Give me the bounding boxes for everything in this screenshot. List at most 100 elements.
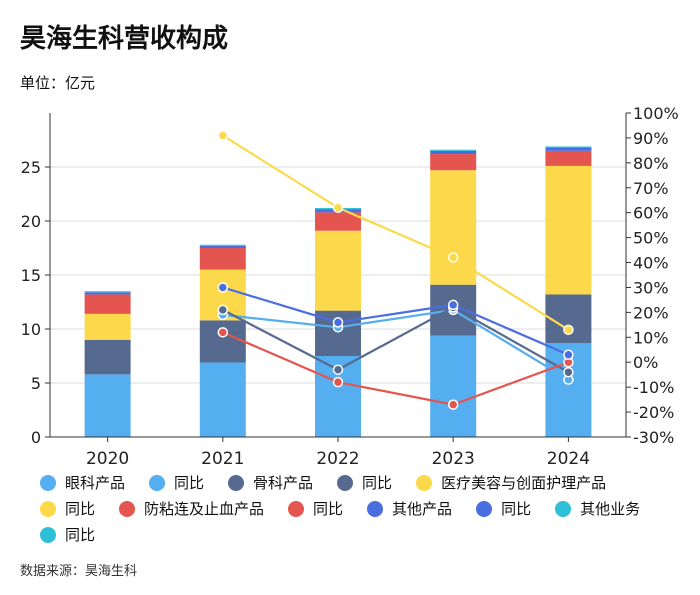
bar-segment bbox=[315, 212, 361, 231]
legend-swatch bbox=[416, 475, 433, 491]
yoy-point bbox=[447, 399, 459, 410]
y-right-tick-label: -20% bbox=[633, 403, 674, 422]
legend-swatch bbox=[149, 475, 166, 491]
bar-segment bbox=[84, 339, 131, 375]
legend-swatch bbox=[119, 501, 136, 517]
legend-label: 同比 bbox=[501, 500, 532, 518]
bar-segment bbox=[545, 165, 592, 295]
bar-segment bbox=[545, 150, 592, 166]
bar-segment bbox=[84, 374, 131, 437]
yoy-point bbox=[217, 304, 229, 316]
y-right-tick-label: 60% bbox=[633, 204, 669, 223]
legend-item: 其他产品 bbox=[367, 496, 452, 522]
y-left-tick-label: 10 bbox=[21, 320, 41, 339]
legend-label: 其他产品 bbox=[392, 500, 453, 518]
y-right-tick-label: 0% bbox=[633, 353, 658, 372]
bar-segment bbox=[84, 292, 131, 295]
legend-label: 同比 bbox=[362, 474, 393, 492]
legend-swatch bbox=[40, 501, 56, 517]
legend-item: 医疗美容与创面护理产品 bbox=[416, 470, 606, 496]
legend-swatch bbox=[40, 475, 56, 491]
yoy-point bbox=[563, 349, 574, 361]
legend-label: 骨科产品 bbox=[253, 474, 314, 492]
legend-swatch bbox=[476, 501, 493, 517]
y-right-tick-label: 90% bbox=[633, 129, 669, 148]
stacked-bars bbox=[84, 146, 592, 437]
legend-item: 防粘连及止血产品 bbox=[119, 496, 264, 522]
y-right-tick-label: 10% bbox=[633, 328, 669, 347]
yoy-point bbox=[563, 324, 574, 336]
y-right-tick-label: 20% bbox=[633, 303, 669, 322]
legend-label: 其他业务 bbox=[580, 500, 641, 518]
yoy-point bbox=[217, 282, 229, 293]
revenue-composition-chart: 0 5 10 15 20 25 -30% -20% -10% 0% 10% 20% 30% 40% 50% 6… bbox=[21, 104, 679, 469]
bar-segment bbox=[84, 313, 131, 340]
yoy-line bbox=[222, 306, 569, 374]
legend-swatch bbox=[40, 527, 56, 543]
axes: 0 5 10 15 20 25 -30% -20% -10% 0% 10% 20% 30% 40% 50% 6… bbox=[21, 104, 679, 469]
yoy-point bbox=[563, 366, 574, 378]
yoy-point bbox=[332, 202, 344, 213]
legend-label: 防粘连及止血产品 bbox=[144, 500, 265, 518]
y-right-tick-label: -10% bbox=[633, 378, 674, 397]
source-note: 数据来源：昊海生科 bbox=[20, 564, 138, 579]
yoy-point bbox=[332, 317, 344, 328]
unit-label: 单位：亿元 bbox=[20, 74, 96, 92]
yoy-point bbox=[332, 364, 344, 375]
legend-item: 骨科产品 bbox=[228, 470, 313, 496]
bar-segment bbox=[430, 149, 477, 151]
x-tick-label: 2023 bbox=[432, 449, 475, 469]
chart-title: 昊海生科营收构成 bbox=[20, 24, 229, 54]
yoy-point bbox=[217, 327, 229, 338]
yoy-point bbox=[332, 376, 344, 388]
legend-item: 其他业务 bbox=[555, 496, 640, 522]
legend-item: 同比 bbox=[149, 470, 204, 496]
bar-segment bbox=[430, 154, 477, 171]
bar-segment bbox=[199, 362, 246, 437]
legend-label: 同比 bbox=[174, 474, 205, 492]
yoy-point bbox=[217, 130, 229, 141]
x-tick-label: 2021 bbox=[201, 449, 244, 469]
yoy-point bbox=[447, 252, 459, 263]
legend-swatch bbox=[555, 501, 572, 517]
y-left-tick-label: 0 bbox=[31, 428, 41, 447]
yoy-line bbox=[222, 308, 569, 381]
yoy-lines bbox=[217, 130, 574, 410]
y-right-tick-label: 30% bbox=[633, 278, 669, 297]
y-left-tick-label: 15 bbox=[21, 266, 41, 285]
y-right-tick-label: -30% bbox=[633, 428, 674, 447]
legend: 眼科产品 同比 骨科产品 同比 医疗美容与创面护理产品 同比 防粘连及止血产品 同比 其他产品同… bbox=[40, 470, 680, 548]
y-right-tick-label: 50% bbox=[633, 229, 669, 248]
yoy-line bbox=[222, 134, 569, 331]
legend-swatch bbox=[367, 501, 384, 517]
legend-swatch bbox=[228, 475, 245, 491]
bar-segment bbox=[315, 230, 361, 311]
yoy-point bbox=[447, 299, 459, 311]
yoy-line bbox=[222, 286, 569, 356]
yoy-line bbox=[222, 331, 569, 406]
bar-segment bbox=[430, 150, 477, 155]
bar-segment bbox=[199, 248, 246, 270]
legend-label: 同比 bbox=[313, 500, 344, 518]
bar-segment bbox=[199, 320, 246, 363]
y-right-tick-label: 40% bbox=[633, 254, 669, 273]
legend-swatch bbox=[337, 475, 354, 491]
legend-item: 同比 bbox=[337, 470, 392, 496]
bar-segment bbox=[84, 294, 131, 314]
legend-label: 眼科产品 bbox=[65, 474, 126, 492]
bar-segment bbox=[545, 147, 592, 151]
legend-item: 同比 bbox=[40, 496, 95, 522]
legend-item: 眼科产品 bbox=[40, 470, 125, 496]
bar-segment bbox=[84, 291, 131, 293]
bar-segment bbox=[199, 245, 246, 248]
y-left-tick-label: 5 bbox=[31, 374, 41, 393]
y-left-tick-label: 25 bbox=[21, 158, 41, 177]
bar-segment bbox=[199, 244, 246, 246]
legend-item: 同比 bbox=[476, 496, 531, 522]
bar-segment bbox=[430, 170, 477, 285]
x-tick-label: 2020 bbox=[86, 449, 129, 469]
legend-item: 同比 bbox=[40, 522, 95, 548]
bar-segment bbox=[430, 335, 477, 437]
legend-label: 同比 bbox=[65, 526, 96, 544]
legend-swatch bbox=[288, 501, 305, 517]
